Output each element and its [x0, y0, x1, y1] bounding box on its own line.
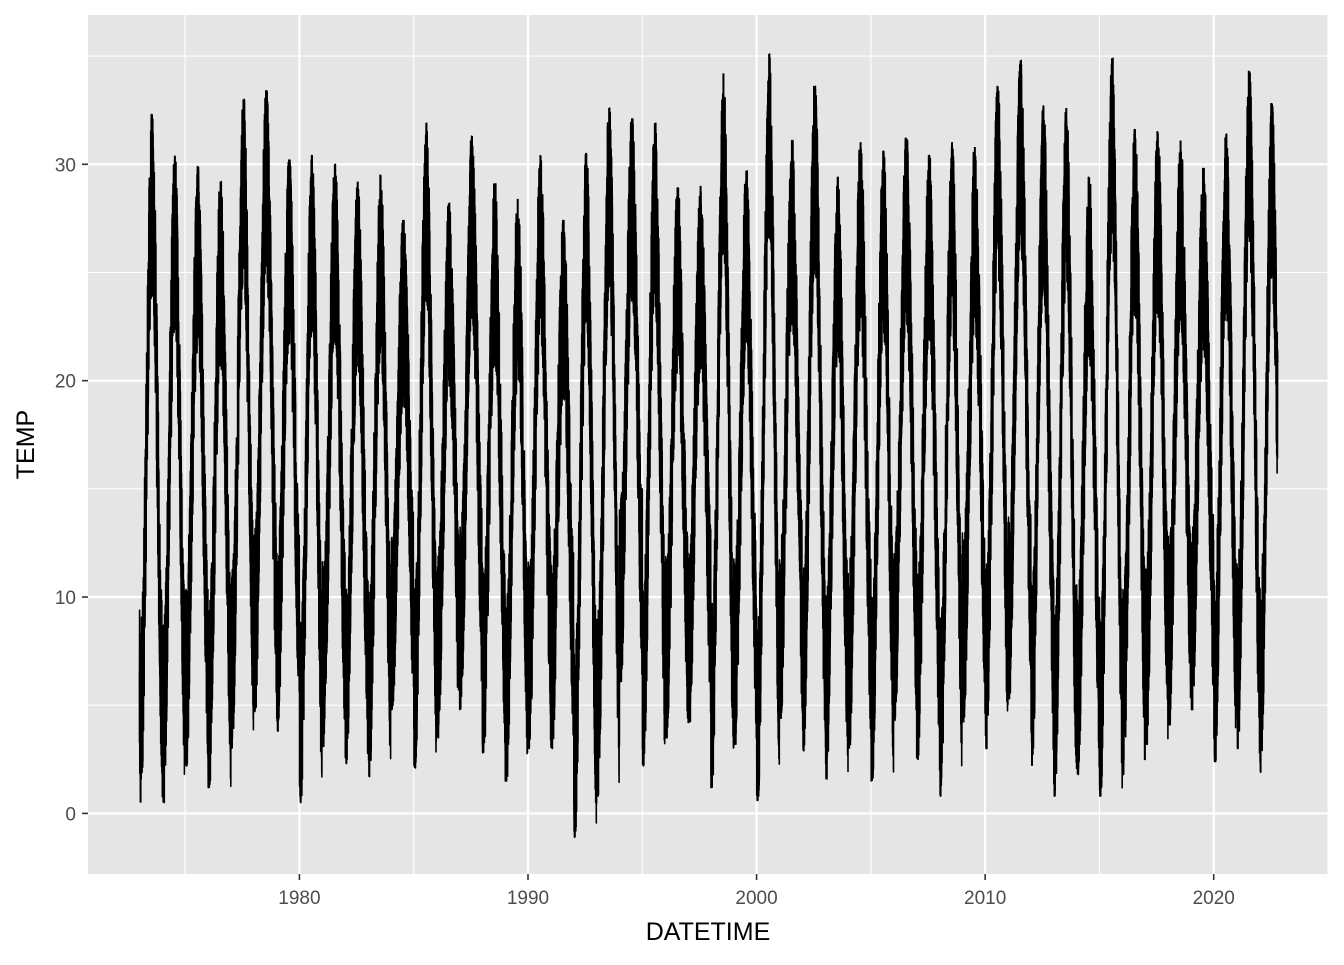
- y-tick-label: 20: [55, 372, 76, 393]
- x-tick-label: 1980: [278, 888, 320, 909]
- x-tick-label: 1990: [507, 888, 549, 909]
- series-layer: [138, 53, 1279, 839]
- y-axis-title: TEMP: [12, 410, 40, 479]
- y-tick-label: 0: [65, 804, 76, 825]
- x-axis-title: DATETIME: [646, 918, 771, 946]
- y-tick-label: 10: [55, 588, 76, 609]
- x-axis: 1980 1990 2000 2010 2020: [278, 874, 1235, 909]
- temp-series-line: [138, 53, 1279, 839]
- x-tick-label: 2020: [1193, 888, 1235, 909]
- y-axis: 0 10 20 30: [55, 155, 88, 825]
- x-tick-label: 2010: [964, 888, 1006, 909]
- x-tick-label: 2000: [735, 888, 777, 909]
- y-tick-label: 30: [55, 155, 76, 176]
